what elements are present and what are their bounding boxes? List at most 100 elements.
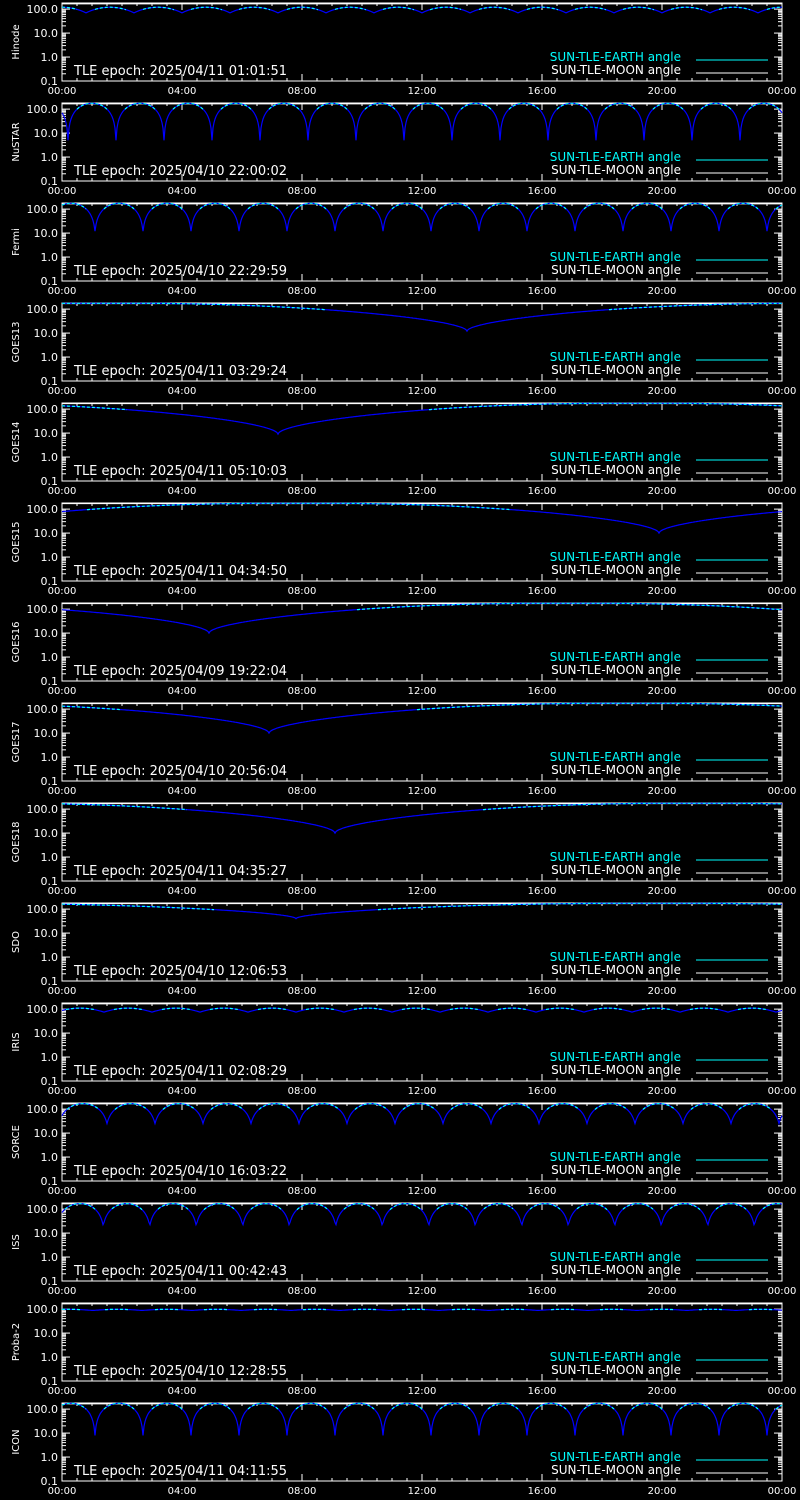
x-tick-label: 00:00 (48, 786, 77, 797)
x-tick-label: 00:00 (48, 486, 77, 497)
x-tick-label: 08:00 (288, 1386, 317, 1397)
legend-earth-label: SUN-TLE-EARTH angle (550, 450, 681, 464)
earth-angle-series-high (190, 6, 223, 11)
y-tick-label: 10.0 (34, 1427, 59, 1440)
tle-epoch-label: TLE epoch: 2025/04/10 22:00:02 (73, 164, 287, 179)
y-tick-label: 0.1 (41, 575, 59, 588)
earth-angle-series-high (526, 6, 559, 11)
earth-angle-series-high (718, 6, 751, 11)
x-tick-label: 00:00 (48, 1386, 77, 1397)
y-tick-label: 1.0 (41, 451, 59, 464)
earth-angle-series-high (64, 1202, 96, 1210)
earth-angle-series-high (642, 1102, 676, 1110)
earth-angle-series-high (748, 102, 780, 110)
y-tick-label: 0.1 (41, 75, 59, 88)
earth-angle-series-high (343, 1202, 375, 1210)
y-axis-label: Proba-2 (11, 1323, 22, 1361)
earth-angle-series-high (343, 202, 375, 210)
y-tick-label: 100.0 (27, 1403, 59, 1416)
y-tick-label: 10.0 (34, 227, 59, 240)
x-tick-label: 12:00 (408, 1386, 437, 1397)
earth-angle-series-high (594, 1102, 628, 1110)
plot-panel-goes13: 100.010.01.00.100:00 04:00 08:00 12:00 16:00… (11, 302, 796, 397)
legend-earth-label: SUN-TLE-EARTH angle (550, 950, 681, 964)
tle-epoch-label: TLE epoch: 2025/04/09 19:22:04 (73, 664, 287, 679)
y-tick-label: 1.0 (41, 1251, 59, 1264)
y-tick-label: 0.1 (41, 675, 59, 688)
y-tick-label: 0.1 (41, 375, 59, 388)
earth-angle-series-high (631, 202, 663, 210)
earth-angle-series-high (157, 1202, 189, 1210)
x-tick-label: 16:00 (528, 586, 557, 597)
plot-panel-proba-2: 100.010.01.00.100:00 04:00 08:00 12:00 16:00… (11, 1302, 796, 1397)
y-tick-label: 0.1 (41, 1075, 59, 1088)
legend-earth-label: SUN-TLE-EARTH angle (550, 1250, 681, 1264)
y-tick-label: 10.0 (34, 27, 59, 40)
legend-earth-label: SUN-TLE-EARTH angle (550, 1050, 681, 1064)
earth-angle-series-high (508, 102, 540, 110)
x-tick-label: 00:00 (768, 686, 797, 697)
x-tick-label: 20:00 (648, 586, 677, 597)
legend-moon-label: SUN-TLE-MOON angle (551, 1363, 681, 1377)
x-tick-label: 20:00 (648, 1086, 677, 1097)
earth-angle-series-high (727, 1402, 759, 1410)
y-tick-label: 0.1 (41, 1175, 59, 1188)
x-tick-label: 04:00 (168, 486, 197, 497)
earth-angle-series-high (574, 6, 607, 11)
earth-angle-series-high (172, 102, 204, 110)
y-tick-label: 100.0 (27, 1303, 59, 1316)
earth-angle-series (61, 402, 782, 436)
y-tick-label: 0.1 (41, 775, 59, 788)
earth-angle-series-high (429, 6, 462, 11)
y-tick-label: 1.0 (41, 251, 59, 264)
earth-angle-series-high (203, 1202, 235, 1211)
y-tick-label: 100.0 (27, 603, 59, 616)
x-tick-label: 04:00 (168, 1086, 197, 1097)
x-tick-label: 04:00 (168, 986, 197, 997)
x-tick-label: 16:00 (528, 186, 557, 197)
x-tick-label: 08:00 (288, 386, 317, 397)
legend-earth-label: SUN-TLE-EARTH angle (550, 650, 681, 664)
y-tick-label: 100.0 (27, 903, 59, 916)
x-tick-label: 20:00 (648, 86, 677, 97)
earth-angle-series-high (114, 1102, 148, 1110)
x-tick-label: 04:00 (168, 186, 197, 197)
earth-angle-series-high (604, 102, 636, 110)
legend-moon-label: SUN-TLE-MOON angle (551, 463, 681, 477)
x-tick-label: 00:00 (48, 1286, 77, 1297)
y-tick-label: 100.0 (27, 403, 59, 416)
earth-angle-series-high (124, 102, 156, 110)
x-tick-label: 16:00 (528, 986, 557, 997)
x-tick-label: 16:00 (528, 386, 557, 397)
y-tick-label: 0.1 (41, 175, 59, 188)
x-tick-label: 16:00 (528, 1086, 557, 1097)
x-tick-label: 20:00 (648, 686, 677, 697)
earth-angle-series-high (286, 6, 319, 11)
x-tick-label: 04:00 (168, 686, 197, 697)
y-tick-label: 1.0 (41, 851, 59, 864)
earth-angle-series-high (103, 1402, 135, 1410)
x-tick-label: 08:00 (288, 1486, 317, 1497)
x-tick-label: 04:00 (168, 1386, 197, 1397)
earth-angle-series-high (535, 202, 567, 210)
y-tick-label: 10.0 (34, 1127, 59, 1140)
earth-angle-series-high (556, 102, 588, 110)
y-axis-label: Fermi (11, 228, 22, 256)
earth-angle-series (62, 6, 782, 14)
earth-angle-series-high (700, 102, 732, 110)
y-tick-label: 1.0 (41, 151, 59, 164)
x-tick-label: 00:00 (48, 886, 77, 897)
x-tick-label: 08:00 (288, 486, 317, 497)
y-tick-label: 10.0 (34, 327, 59, 340)
earth-angle-series-high (296, 1202, 328, 1211)
x-tick-label: 12:00 (408, 1186, 437, 1197)
earth-angle-series-high (762, 1202, 783, 1210)
x-tick-label: 16:00 (528, 1486, 557, 1497)
legend-moon-label: SUN-TLE-MOON angle (551, 163, 681, 177)
plot-panel-hinode: 100.010.01.00.100:00 04:00 08:00 12:00 16:00… (11, 2, 796, 97)
y-tick-label: 1.0 (41, 551, 59, 564)
y-tick-label: 100.0 (27, 103, 59, 116)
earth-angle-series-high (103, 202, 135, 210)
legend-moon-label: SUN-TLE-MOON angle (551, 863, 681, 877)
earth-angle-series-high (583, 202, 615, 210)
